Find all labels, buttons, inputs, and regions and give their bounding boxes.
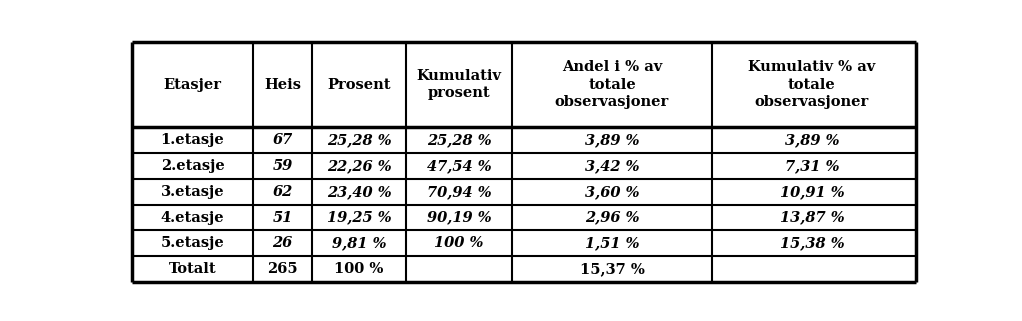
- Text: 9,81 %: 9,81 %: [332, 236, 386, 250]
- Text: 1,51 %: 1,51 %: [585, 236, 639, 250]
- Text: 100 %: 100 %: [334, 262, 384, 276]
- Text: 59: 59: [273, 159, 292, 173]
- Text: 19,25 %: 19,25 %: [327, 211, 391, 225]
- Text: 25,28 %: 25,28 %: [427, 133, 492, 147]
- Text: 90,19 %: 90,19 %: [427, 211, 492, 225]
- Text: Andel i % av
totale
observasjoner: Andel i % av totale observasjoner: [555, 60, 669, 109]
- Text: 25,28 %: 25,28 %: [327, 133, 391, 147]
- Text: 47,54 %: 47,54 %: [427, 159, 492, 173]
- Text: 3,89 %: 3,89 %: [585, 133, 639, 147]
- Text: Heis: Heis: [264, 78, 301, 92]
- Text: Kumulativ
prosent: Kumulativ prosent: [417, 69, 502, 100]
- Text: 13,87 %: 13,87 %: [780, 211, 844, 225]
- Text: 26: 26: [273, 236, 292, 250]
- Text: 15,37 %: 15,37 %: [579, 262, 645, 276]
- Text: 2,96 %: 2,96 %: [585, 211, 639, 225]
- Text: 3.etasje: 3.etasje: [160, 185, 224, 199]
- Text: 3,89 %: 3,89 %: [785, 133, 839, 147]
- Text: 62: 62: [273, 185, 292, 199]
- Text: 2.etasje: 2.etasje: [160, 159, 225, 173]
- Text: 51: 51: [273, 211, 292, 225]
- Text: 265: 265: [268, 262, 298, 276]
- Text: 1.etasje: 1.etasje: [160, 133, 225, 147]
- Text: 100 %: 100 %: [434, 236, 483, 250]
- Text: 3,60 %: 3,60 %: [585, 185, 639, 199]
- Text: 10,91 %: 10,91 %: [780, 185, 844, 199]
- Text: Totalt: Totalt: [169, 262, 217, 276]
- Text: 23,40 %: 23,40 %: [327, 185, 391, 199]
- Text: 3,42 %: 3,42 %: [585, 159, 639, 173]
- Text: 70,94 %: 70,94 %: [427, 185, 492, 199]
- Text: 4.etasje: 4.etasje: [160, 211, 224, 225]
- Text: 15,38 %: 15,38 %: [780, 236, 844, 250]
- Text: Etasjer: Etasjer: [164, 78, 222, 92]
- Text: 5.etasje: 5.etasje: [160, 236, 225, 250]
- Text: Kumulativ % av
totale
observasjoner: Kumulativ % av totale observasjoner: [748, 60, 876, 109]
- Text: Prosent: Prosent: [327, 78, 390, 92]
- Text: 7,31 %: 7,31 %: [785, 159, 839, 173]
- Text: 67: 67: [273, 133, 292, 147]
- Text: 22,26 %: 22,26 %: [327, 159, 391, 173]
